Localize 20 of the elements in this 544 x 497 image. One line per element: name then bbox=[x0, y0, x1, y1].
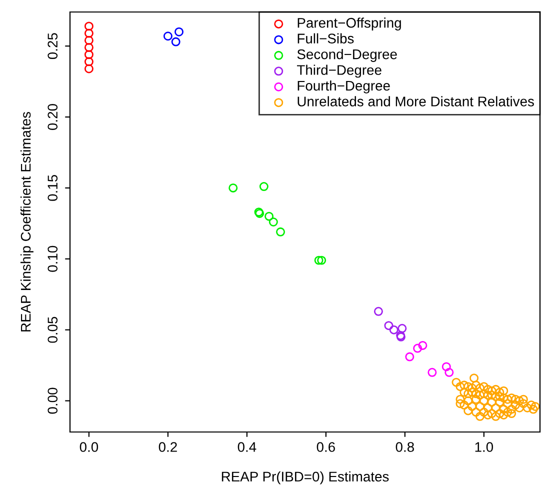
x-tick-label: 0.2 bbox=[158, 442, 177, 452]
legend-label: Full−Sibs bbox=[298, 33, 354, 44]
y-tick-label: 0.20 bbox=[48, 104, 58, 130]
legend-label: Third−Degree bbox=[297, 64, 382, 78]
legend-label: Second−Degree bbox=[297, 49, 397, 62]
y-axis-title: REAP Kinship Coefficient Estimates bbox=[20, 112, 34, 332]
y-tick-label: 0.05 bbox=[48, 316, 58, 343]
y-tick-label: 0.10 bbox=[48, 246, 58, 272]
x-tick-label: 0.0 bbox=[80, 442, 98, 452]
legend-label: Parent−Offspring bbox=[298, 18, 401, 31]
legend-label: Unrelateds and More Distant Relatives bbox=[298, 96, 534, 106]
x-tick-label: 0.4 bbox=[238, 442, 256, 452]
x-tick-label: 0.8 bbox=[396, 442, 414, 452]
y-tick-label: 0.00 bbox=[48, 388, 58, 414]
y-tick-label: 0.25 bbox=[48, 33, 58, 60]
x-tick-label: 0.6 bbox=[316, 442, 335, 452]
x-axis-title: REAP Pr(IBD=0) Estimates bbox=[222, 471, 389, 484]
y-tick-label: 0.15 bbox=[48, 175, 58, 201]
legend-label: Fourth−Degree bbox=[298, 80, 390, 94]
x-tick-label: 1.0 bbox=[475, 442, 494, 452]
